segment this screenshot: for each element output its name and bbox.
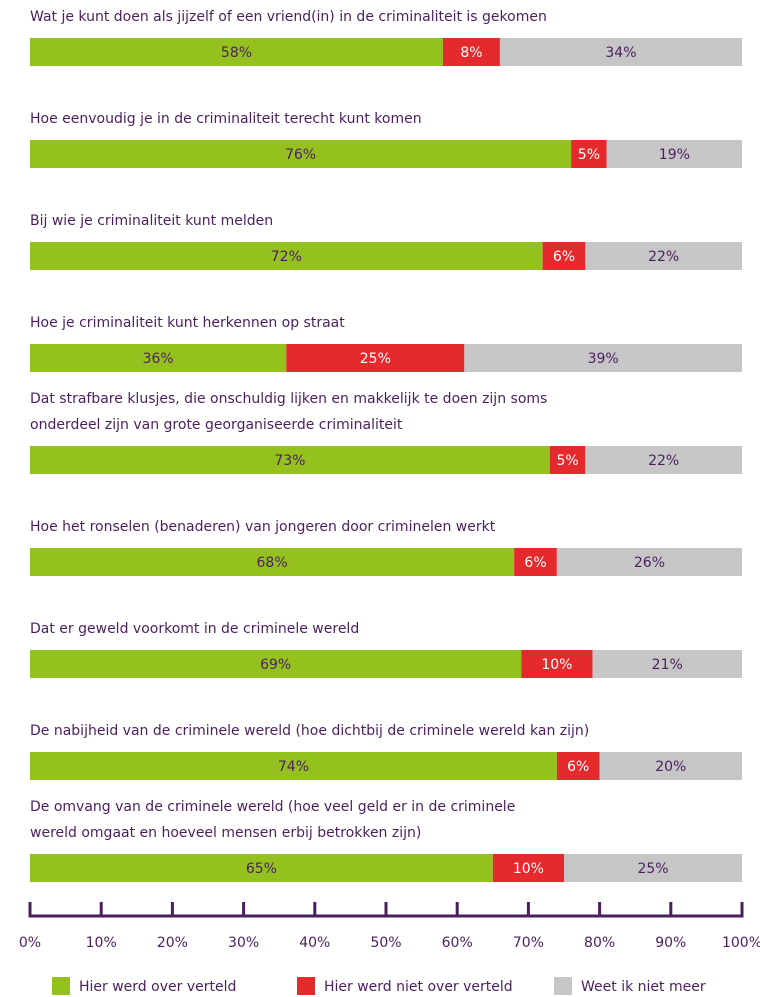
value-label: 68% bbox=[257, 555, 288, 571]
x-tick-label: 60% bbox=[442, 935, 473, 951]
value-label: 5% bbox=[578, 147, 600, 163]
legend-label: Weet ik niet meer bbox=[581, 979, 706, 995]
bar-segment bbox=[286, 344, 465, 372]
x-tick-label: 50% bbox=[370, 935, 401, 951]
x-tick-label: 20% bbox=[157, 935, 188, 951]
bar-segment bbox=[30, 650, 522, 678]
bar-segment bbox=[606, 140, 742, 168]
bar-segment bbox=[592, 650, 742, 678]
value-label: 65% bbox=[246, 861, 277, 877]
bar-segment bbox=[599, 752, 742, 780]
value-label: 8% bbox=[460, 45, 482, 61]
x-tick-label: 10% bbox=[86, 935, 117, 951]
bar-segment bbox=[464, 344, 742, 372]
row-title: onderdeel zijn van grote georganiseerde … bbox=[30, 417, 403, 433]
bar-segment bbox=[499, 38, 742, 66]
value-label: 10% bbox=[513, 861, 544, 877]
legend-label: Hier werd niet over verteld bbox=[324, 979, 513, 995]
bar-segment bbox=[585, 242, 742, 270]
x-tick-label: 70% bbox=[513, 935, 544, 951]
bar-segment bbox=[30, 446, 550, 474]
row-title: Dat er geweld voorkomt in de criminele w… bbox=[30, 621, 359, 637]
bar-segment bbox=[542, 242, 586, 270]
value-label: 6% bbox=[553, 249, 575, 265]
row-title: Wat je kunt doen als jijzelf of een vrie… bbox=[30, 9, 547, 25]
value-label: 6% bbox=[524, 555, 546, 571]
legend-swatch bbox=[297, 977, 315, 995]
x-tick-label: 80% bbox=[584, 935, 615, 951]
value-label: 36% bbox=[143, 351, 174, 367]
x-tick-label: 100% bbox=[722, 935, 760, 951]
value-label: 5% bbox=[556, 453, 578, 469]
bar-segment bbox=[521, 650, 593, 678]
value-label: 25% bbox=[637, 861, 668, 877]
value-label: 69% bbox=[260, 657, 291, 673]
row-title: Hoe het ronselen (benaderen) van jongere… bbox=[30, 519, 496, 535]
bar-segment bbox=[30, 854, 493, 882]
row-title: Bij wie je criminaliteit kunt melden bbox=[30, 213, 273, 229]
value-label: 20% bbox=[655, 759, 686, 775]
bar-segment bbox=[30, 752, 557, 780]
value-label: 73% bbox=[274, 453, 305, 469]
bar-segment bbox=[30, 344, 287, 372]
legend-swatch bbox=[52, 977, 70, 995]
value-label: 39% bbox=[588, 351, 619, 367]
bar-segment bbox=[30, 38, 443, 66]
value-label: 74% bbox=[278, 759, 309, 775]
bar-segment bbox=[585, 446, 742, 474]
value-label: 19% bbox=[659, 147, 690, 163]
row-title: Hoe eenvoudig je in de criminaliteit ter… bbox=[30, 111, 422, 127]
row-title: wereld omgaat en hoeveel mensen erbij be… bbox=[30, 825, 421, 841]
value-label: 76% bbox=[285, 147, 316, 163]
row-title: De omvang van de criminele wereld (hoe v… bbox=[30, 799, 515, 815]
value-label: 22% bbox=[648, 249, 679, 265]
bar-segment bbox=[549, 446, 586, 474]
bar-segment bbox=[30, 140, 572, 168]
value-label: 25% bbox=[360, 351, 391, 367]
bar-segment bbox=[30, 242, 543, 270]
bar-segment bbox=[514, 548, 557, 576]
value-label: 72% bbox=[271, 249, 302, 265]
x-tick-label: 90% bbox=[655, 935, 686, 951]
legend-swatch bbox=[554, 977, 572, 995]
x-tick-label: 0% bbox=[19, 935, 41, 951]
value-label: 34% bbox=[605, 45, 636, 61]
bar-segment bbox=[30, 548, 515, 576]
x-tick-label: 30% bbox=[228, 935, 259, 951]
value-label: 10% bbox=[541, 657, 572, 673]
row-title: Hoe je criminaliteit kunt herkennen op s… bbox=[30, 315, 345, 331]
value-label: 58% bbox=[221, 45, 252, 61]
bar-segment bbox=[492, 854, 564, 882]
bar-segment bbox=[571, 140, 607, 168]
bar-segment bbox=[556, 548, 742, 576]
x-tick-label: 40% bbox=[299, 935, 330, 951]
value-label: 21% bbox=[652, 657, 683, 673]
legend-label: Hier werd over verteld bbox=[79, 979, 236, 995]
bar-segment bbox=[564, 854, 742, 882]
row-title: De nabijheid van de criminele wereld (ho… bbox=[30, 723, 589, 739]
bar-segment bbox=[442, 38, 500, 66]
bar-segment bbox=[556, 752, 600, 780]
value-label: 26% bbox=[634, 555, 665, 571]
value-label: 22% bbox=[648, 453, 679, 469]
value-label: 6% bbox=[567, 759, 589, 775]
row-title: Dat strafbare klusjes, die onschuldig li… bbox=[30, 391, 547, 407]
